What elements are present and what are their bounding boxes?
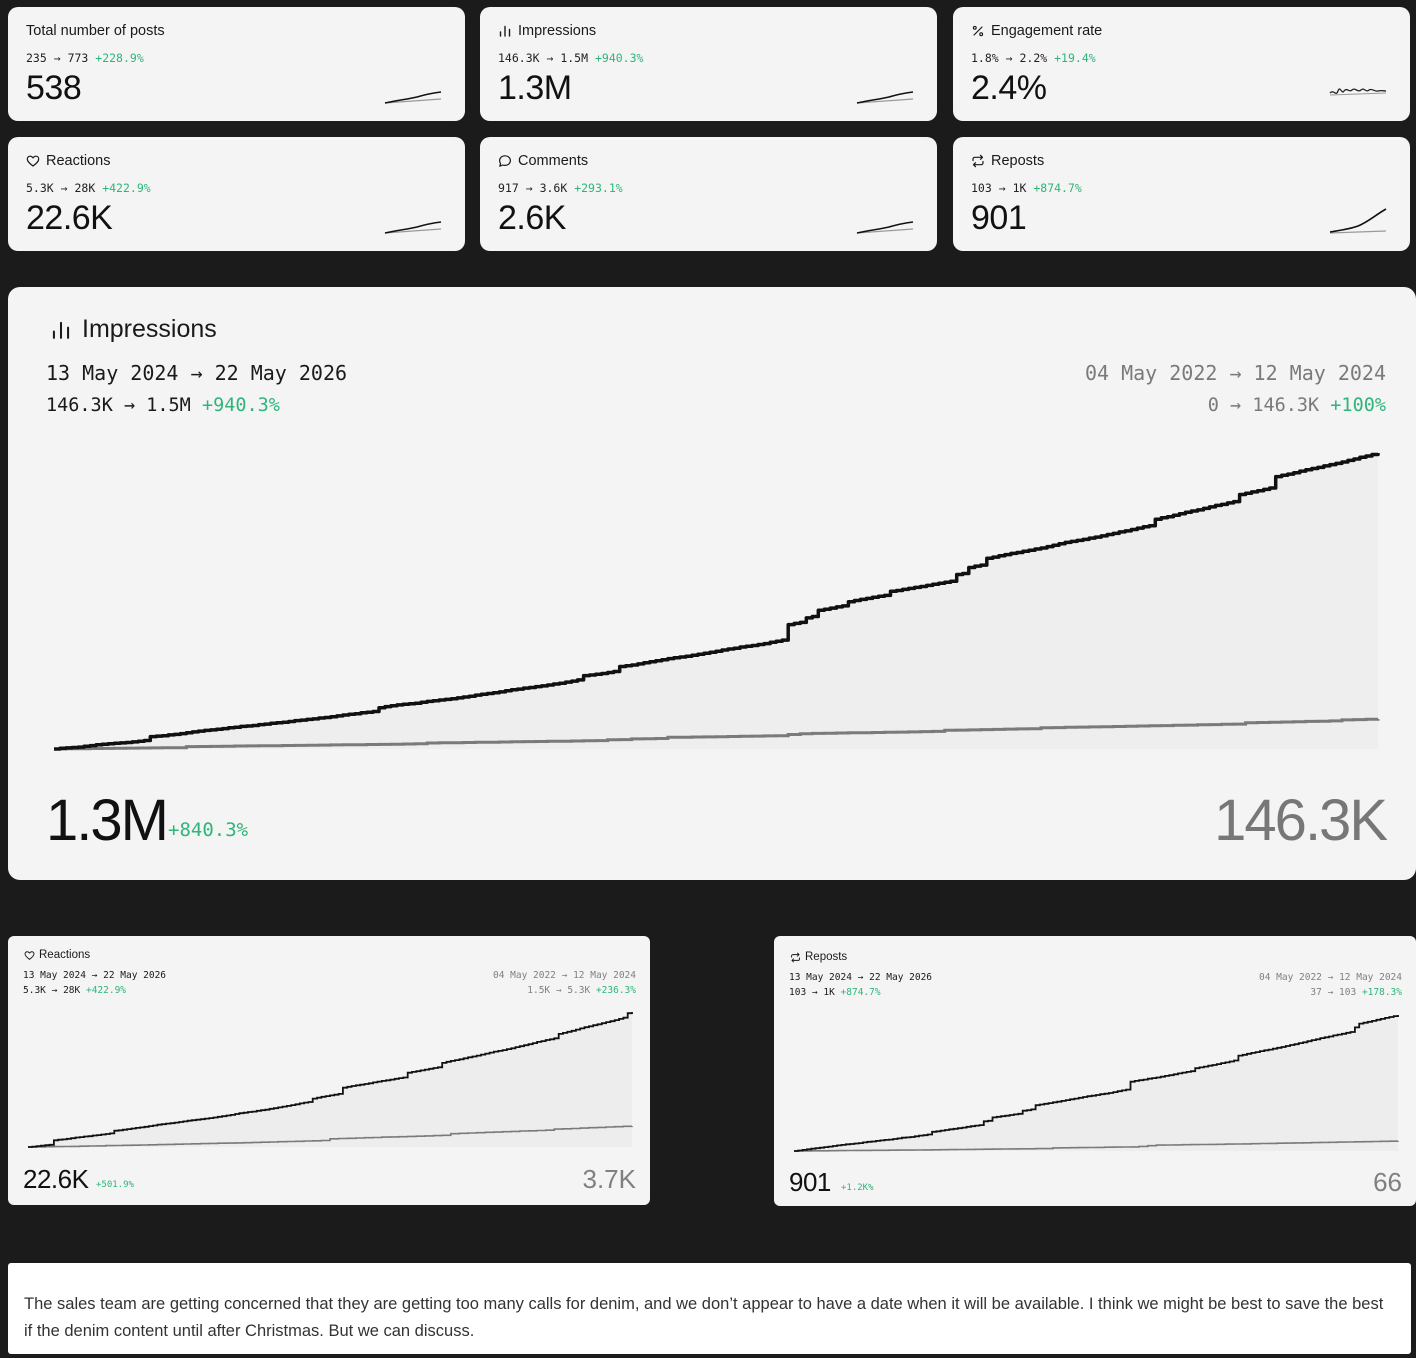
reactions-current-date-range: 13 May 2024 → 22 May 2026 [23,970,167,981]
reactions-current-value: 22.6K [23,1164,89,1194]
stat-card-title: Reposts [971,153,1044,169]
reposts-previous-date-range: 04 May 2022 → 12 May 2024 [1258,972,1402,983]
impressions-current-line [54,452,1380,751]
reactions-chart-plot [28,1012,633,1148]
message-box: The sales team are getting concerned tha… [8,1263,1411,1354]
reactions-current-delta: 5.3K → 28K +422.9% [23,985,127,996]
impressions-chart-title: Impressions [50,315,217,344]
stat-card-value: 2.4% [971,69,1047,107]
reactions-current-growth: +501.9% [96,1180,134,1190]
impressions-current-area [54,453,1378,749]
previous-delta: 0 → 146.3K +100% [1207,395,1386,416]
reposts-previous-value: 66 [1373,1167,1402,1197]
current-date-range: 13 May 2024 → 22 May 2026 [46,361,348,385]
reposts-current-value: 901 [789,1167,831,1197]
stat-card-reactions[interactable]: Reactions 5.3K → 28K +422.9% 22.6K [8,137,465,251]
reactions-previous-value: 3.7K [582,1164,637,1194]
stat-card-value: 538 [26,69,82,107]
heart-icon [26,154,40,168]
reactions-current-area [28,1012,632,1147]
repost-icon [971,154,985,168]
previous-date-range: 04 May 2022 → 12 May 2024 [1084,361,1386,385]
percent-icon [971,24,985,38]
reposts-current-line [794,1015,1399,1152]
stat-card-delta: 235 → 773 +228.9% [26,51,144,65]
reposts-current-delta: 103 → 1K +874.7% [789,987,881,998]
current-delta: 146.3K → 1.5M +940.3% [46,395,280,416]
stat-card-value: 901 [971,199,1027,237]
stat-card-value: 2.6K [498,199,566,237]
reactions-previous-line [28,1125,633,1148]
reactions-previous-delta: 1.5K → 5.3K +236.3% [527,985,636,996]
stat-card-delta: 103 → 1K +874.7% [971,181,1082,195]
stat-card-delta: 5.3K → 28K +422.9% [26,181,151,195]
repost-icon [790,952,801,963]
stat-card-value: 22.6K [26,199,113,237]
reposts-chart-plot [794,1015,1399,1152]
reposts-current-date-range: 13 May 2024 → 22 May 2026 [789,972,933,983]
stat-card-impressions[interactable]: Impressions 146.3K → 1.5M +940.3% 1.3M [480,7,937,121]
stat-card-delta: 146.3K → 1.5M +940.3% [498,51,644,65]
sparkline [1329,88,1387,96]
comment-icon [498,154,512,168]
sparkline [856,91,914,104]
bar-chart-icon [50,319,72,341]
impressions-chart-title-text: Impressions [82,315,217,343]
stat-card-reposts[interactable]: Reposts 103 → 1K +874.7% 901 [953,137,1410,251]
reposts-previous-delta: 37 → 103 +178.3% [1310,987,1402,998]
sparkline [384,91,442,104]
reactions-current-line [28,1012,633,1148]
reactions-chart-title: Reactions [24,949,90,961]
stat-card-engagement-rate[interactable]: Engagement rate 1.8% → 2.2% +19.4% 2.4% [953,7,1410,121]
heart-icon [24,950,35,961]
current-total-value: 1.3M [46,788,169,853]
stat-card-total-number-of-posts[interactable]: Total number of posts 235 → 773 +228.9% 53… [8,7,465,121]
reposts-current-area [794,1015,1398,1151]
stat-card-delta: 1.8% → 2.2% +19.4% [971,51,1096,65]
stat-card-title: Impressions [498,23,596,39]
stat-card-title: Engagement rate [971,23,1102,39]
reposts-current-growth: +1.2K% [841,1183,874,1193]
stat-card-value: 1.3M [498,69,572,107]
reposts-chart-panel: Reposts 13 May 2024 → 22 May 2026 103 → … [774,936,1416,1206]
reposts-previous-line [794,1140,1399,1152]
reposts-chart-title: Reposts [790,951,847,963]
stat-card-title: Comments [498,153,588,169]
reactions-previous-date-range: 04 May 2022 → 12 May 2024 [492,970,636,981]
stat-card-comments[interactable]: Comments 917 → 3.6K +293.1% 2.6K [480,137,937,251]
impressions-previous-line [54,717,1380,751]
reactions-chart-panel: Reactions 13 May 2024 → 22 May 2026 5.3K… [8,936,650,1205]
impressions-chart-plot [54,452,1380,751]
stat-card-delta: 917 → 3.6K +293.1% [498,181,623,195]
sparkline [1329,208,1387,234]
message-text: The sales team are getting concerned tha… [24,1295,1384,1340]
previous-total-value: 146.3K [1214,788,1388,853]
sparkline [384,221,442,234]
stat-card-title: Total number of posts [26,23,165,39]
bar-chart-icon [498,24,512,38]
sparkline [856,221,914,234]
stat-card-title: Reactions [26,153,110,169]
current-growth: +840.3% [168,819,249,841]
impressions-chart-panel: Impressions 13 May 2024 → 22 May 2026 14… [8,287,1416,880]
